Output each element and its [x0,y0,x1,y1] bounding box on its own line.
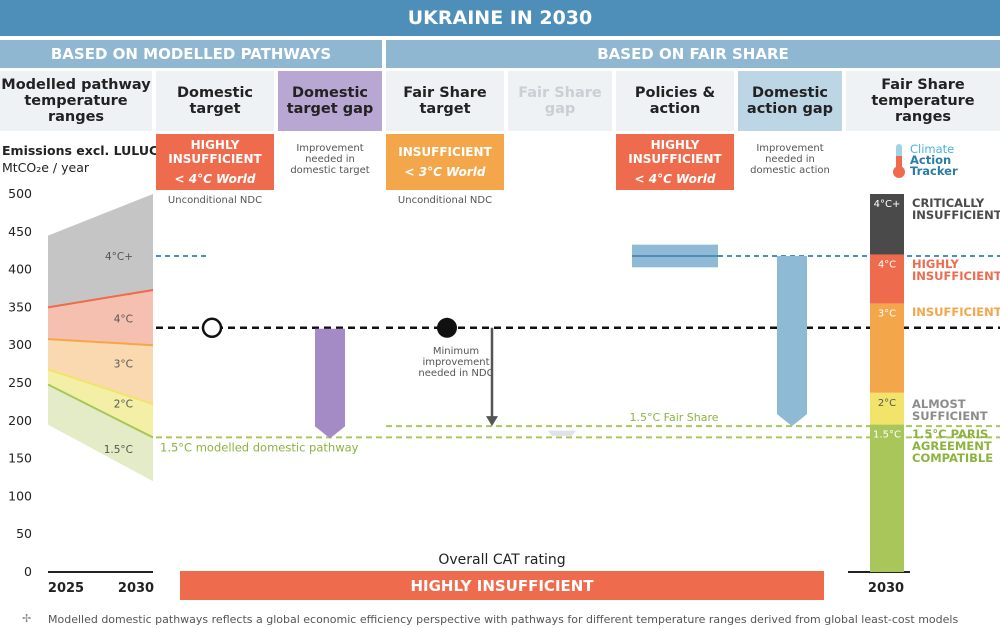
fair-share-target-rating-label: INSUFFICIENT [398,145,492,159]
domestic-target-marker [201,317,223,339]
footnote-symbol: ✢ [22,612,32,625]
band-boundary-line [47,289,154,309]
min-improvement-label: Minimum improvement needed in NDC [418,346,493,379]
page-title: UKRAINE IN 2030 [0,0,1000,36]
y-tick-label: 500 [8,186,32,201]
col-fair-share-target: Fair Share target [386,71,504,131]
y-tick-label: 100 [8,488,32,503]
domestic-target-rating-world: < 4°C World [174,172,256,186]
fair-share-scale-label: 4°C [878,259,896,270]
modelled-band-2c [48,369,153,438]
x-tick-2025: 2025 [48,581,84,596]
band-label: 4°C+ [105,251,133,263]
logo-line3: Tracker [910,164,958,178]
legend-insufficient: INSUFFICIENT [912,305,1000,319]
policies-rating-label: HIGHLY INSUFFICIENT [628,138,722,166]
modelled-band-1-5c [48,384,153,482]
y-tick-label: 250 [8,375,32,390]
overall-rating-badge: HIGHLY INSUFFICIENT [180,571,824,600]
fair-share-scale-2c [870,392,904,425]
fair-share-scale-4c+ [870,194,904,255]
policies-rating-world: < 4°C World [634,172,716,186]
modelled-band-3c [48,339,153,405]
y-tick-label: 450 [8,224,32,239]
domestic-target-rating-label: HIGHLY INSUFFICIENT [168,138,262,166]
band-boundary-line [47,368,154,406]
fair-share-target-rating-world: < 3°C World [404,165,486,179]
fair-share-gap-marker [548,430,576,436]
fair-share-target-marker [437,317,457,338]
domestic-target-rating: HIGHLY INSUFFICIENT < 4°C World [156,134,274,190]
section-modelled: BASED ON MODELLED PATHWAYS [0,40,382,68]
legend-critically-insufficient: CRITICALLY INSUFFICIENT [912,196,1000,222]
y-tick-label: 200 [8,413,32,428]
fair-share-1-5-label: 1.5°C Fair Share [629,411,718,424]
y-tick-label: 350 [8,299,32,314]
band-boundary-line [47,338,154,347]
logo-line2: Action [910,153,952,167]
y-axis-title: Emissions excl. LULUCF [2,143,167,158]
x-tick-2030: 2030 [118,581,154,596]
col-domestic-target: Domestic target [156,71,274,131]
domestic-gap-note: Improvement needed in domestic target [290,143,370,176]
overall-rating-title: Overall CAT rating [438,552,566,568]
legend-paris-compatible: 1.5°C PARIS AGREEMENT COMPATIBLE [912,427,994,465]
domestic-target-gap-bar [315,328,345,439]
logo-line1: Climate [910,142,955,156]
thermometer-icon [893,144,905,178]
col-fair-share-gap: Fair Share gap [508,71,612,131]
y-tick-label: 150 [8,451,32,466]
modelled-band-4c+ [48,194,153,308]
legend-almost-sufficient: ALMOST SUFFICIENT [912,397,988,423]
fair-share-target-note: Unconditional NDC [397,195,493,206]
section-fair-share: BASED ON FAIR SHARE [386,40,1000,68]
min-improvement-arrowhead [486,416,498,427]
modelled-1-5-label: 1.5°C modelled domestic pathway [160,440,359,454]
fair-share-scale-label: 3°C [878,309,896,320]
band-label: 1.5°C [104,444,133,456]
fair-share-target-rating: INSUFFICIENT < 3°C World [386,134,504,190]
policies-rating: HIGHLY INSUFFICIENT < 4°C World [616,134,734,190]
domestic-action-gap-bar [777,255,807,427]
action-gap-note: Improvement needed in domestic action [750,143,830,176]
fair-share-scale-label: 4°C+ [874,199,901,210]
band-label: 3°C [114,358,133,370]
fair-share-scale-3c [870,303,904,393]
fair-share-scale-1-5c [870,424,904,572]
fair-share-scale-label: 1.5°C [873,430,901,441]
col-policies-action: Policies & action [616,71,734,131]
col-domestic-action-gap: Domestic action gap [738,71,842,131]
col-modelled-ranges: Modelled pathway temperature ranges [0,71,152,131]
col-fair-share-ranges: Fair Share temperature ranges [846,71,1000,131]
band-label: 2°C [114,398,133,410]
fair-share-scale-4c [870,254,904,304]
y-tick-label: 0 [24,564,32,579]
band-boundary-line [47,383,154,439]
y-tick-label: 50 [16,526,32,541]
footnote-text: Modelled domestic pathways reflects a gl… [48,613,959,626]
legend-highly-insufficient: HIGHLY INSUFFICIENT [912,257,1000,283]
domestic-target-note: Unconditional NDC [167,195,263,206]
x-tick-2030-right: 2030 [868,581,904,596]
cat-logo: Climate Action Tracker [892,143,992,183]
fair-share-scale-label: 2°C [878,398,896,409]
col-domestic-target-gap: Domestic target gap [278,71,382,131]
y-axis-unit: MtCO₂e / year [2,160,89,175]
band-label: 4°C [114,314,133,326]
y-tick-label: 400 [8,262,32,277]
y-tick-label: 300 [8,337,32,352]
